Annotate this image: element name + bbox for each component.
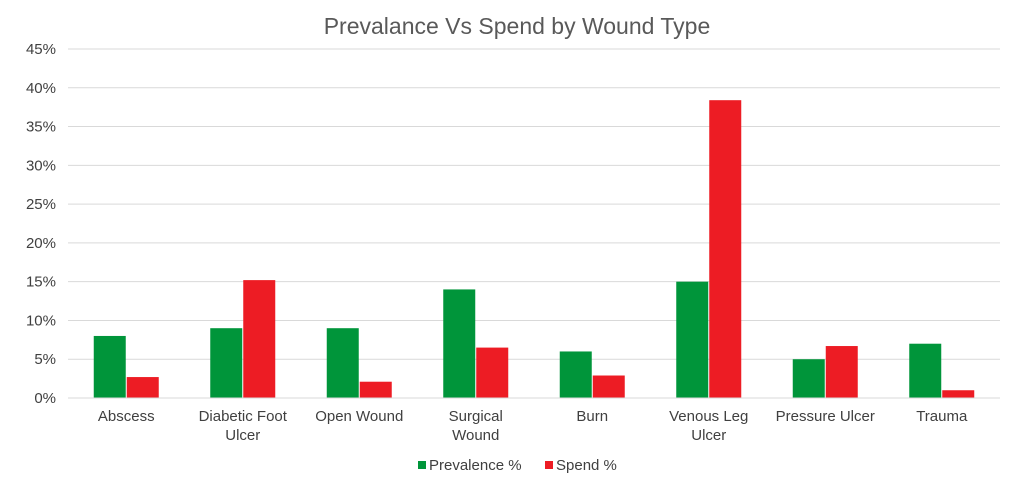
x-category-label: Diabetic Foot Ulcer (199, 408, 288, 444)
legend-label: Spend % (556, 457, 617, 474)
gridlines (68, 48, 1000, 360)
x-category-label: Open Wound (315, 408, 403, 425)
y-tick-label: 35% (26, 119, 56, 136)
x-category-label: Abscess (98, 408, 155, 425)
spend-bar (942, 390, 975, 398)
bars (93, 100, 975, 398)
y-tick-label: 15% (26, 274, 56, 291)
spend-bar (592, 375, 625, 398)
y-tick-label: 0% (34, 390, 56, 407)
prevalence-bar (792, 359, 825, 398)
spend-bar (476, 347, 509, 398)
spend-bar (825, 346, 858, 398)
x-category-label: Venous Leg Ulcer (669, 408, 748, 444)
y-tick-label: 20% (26, 235, 56, 252)
y-tick-label: 30% (26, 157, 56, 174)
prevalence-bar (443, 289, 476, 398)
prevalence-bar (326, 328, 359, 398)
y-tick-label: 5% (34, 351, 56, 368)
y-tick-label: 45% (26, 41, 56, 58)
x-axis: Abscess Diabetic Foot Ulcer Open Wound Surgi… (68, 397, 1000, 444)
spend-bar (709, 100, 742, 398)
spend-bar (359, 381, 392, 398)
x-category-label: Pressure Ulcer (776, 408, 875, 425)
y-tick-label: 10% (26, 312, 56, 329)
prevalence-bar (559, 351, 592, 398)
legend: Prevalence % Spend % (418, 457, 617, 474)
legend-swatch (545, 461, 553, 469)
prevalence-bar (909, 343, 942, 398)
legend-label: Prevalence % (429, 457, 522, 474)
prevalence-bar (676, 281, 709, 398)
spend-bar (243, 280, 276, 398)
y-tick-label: 25% (26, 196, 56, 213)
x-category-label: Trauma (916, 408, 968, 425)
x-category-label: Burn (576, 408, 608, 425)
prevalence-bar (93, 335, 126, 398)
y-axis-ticks: 0% 5% 10% 15% 20% 25% 30% 35% 40% 45% (26, 41, 56, 407)
y-tick-label: 40% (26, 80, 56, 97)
prevalence-bar (210, 328, 243, 398)
x-category-label: Surgical Wound (449, 408, 503, 444)
legend-swatch (418, 461, 426, 469)
spend-bar (126, 377, 159, 398)
chart-title: Prevalance Vs Spend by Wound Type (324, 13, 711, 39)
